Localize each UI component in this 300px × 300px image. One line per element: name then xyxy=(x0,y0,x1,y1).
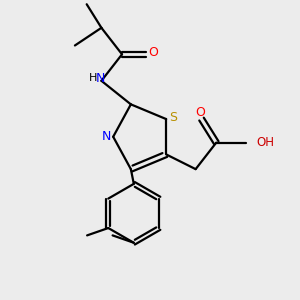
Text: H: H xyxy=(89,74,98,83)
Text: N: N xyxy=(95,72,105,85)
Text: N: N xyxy=(102,130,111,143)
Text: O: O xyxy=(148,46,158,59)
Text: S: S xyxy=(169,111,177,124)
Text: O: O xyxy=(195,106,205,119)
Text: OH: OH xyxy=(256,136,274,148)
